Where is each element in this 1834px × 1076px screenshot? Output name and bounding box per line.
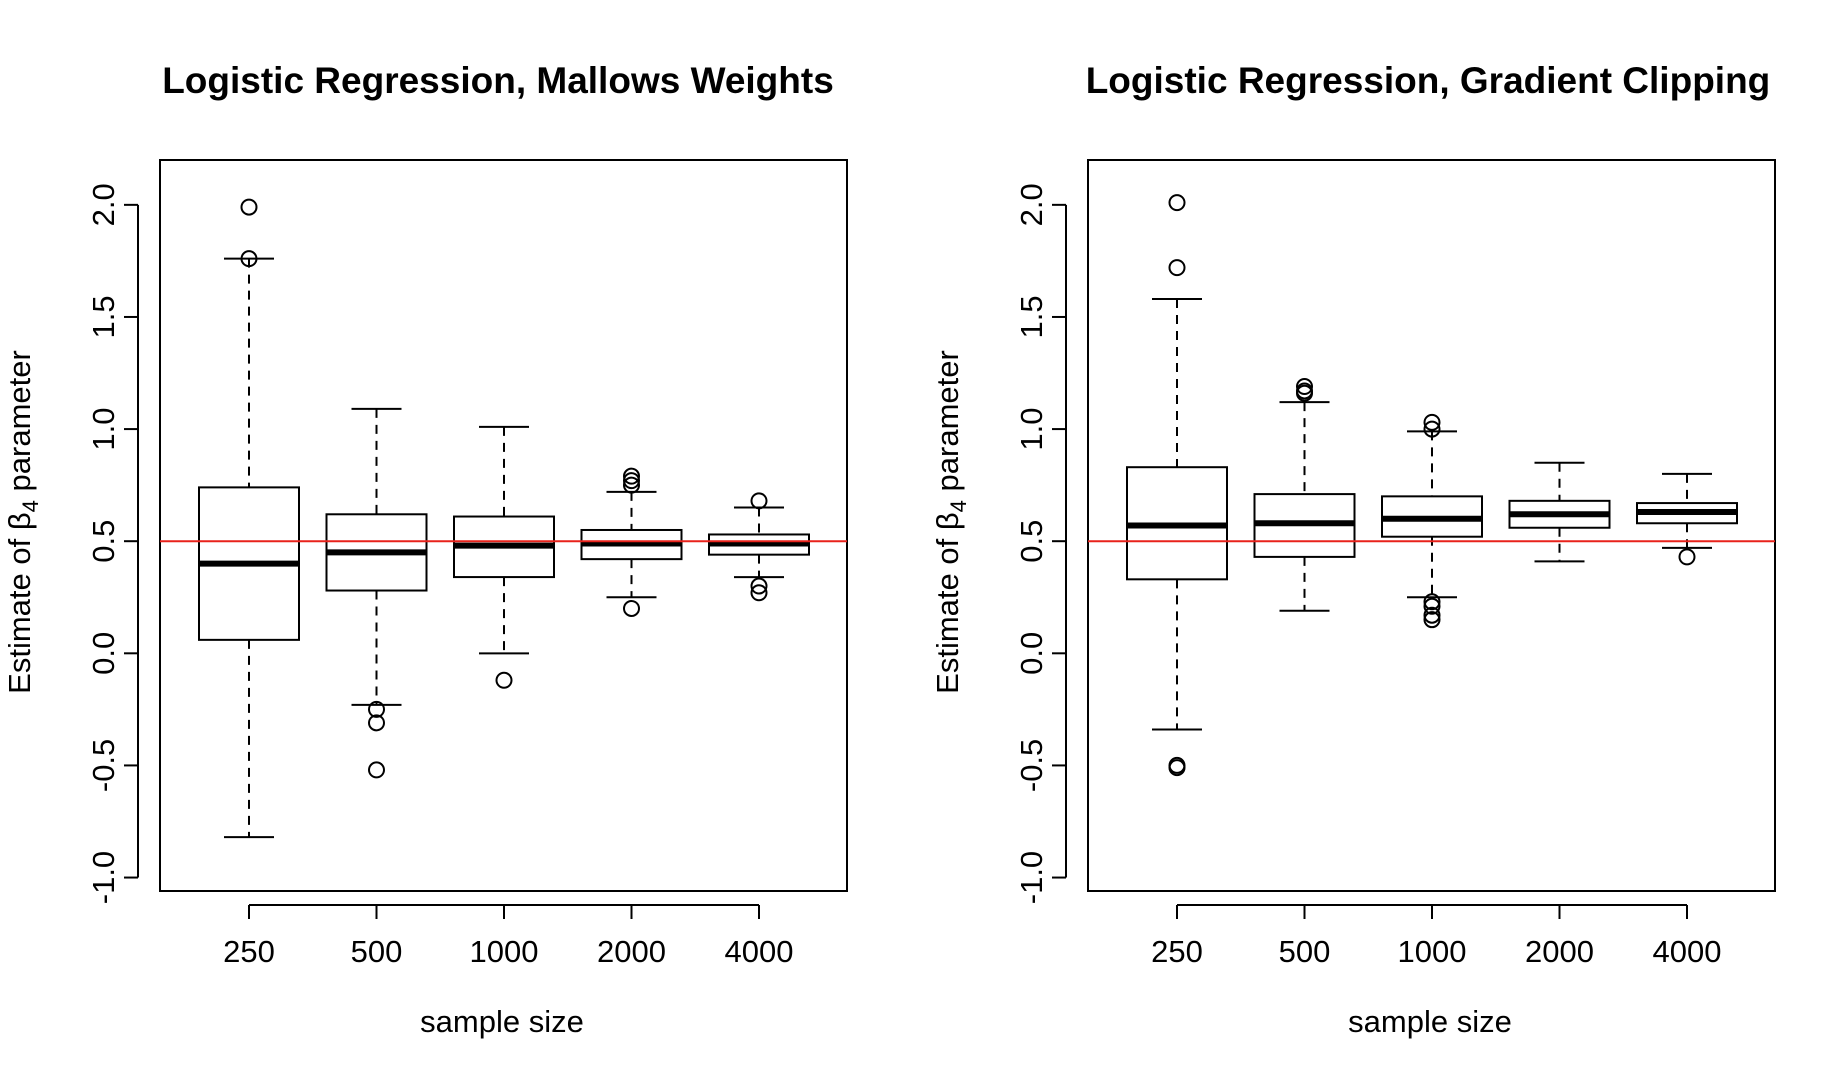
left-chart-box-4000 [708, 492, 810, 602]
outlier-point [1296, 384, 1313, 402]
right-chart-box-2000 [1508, 461, 1611, 563]
right-chart-panel: Logistic Regression, Gradient Clipping s… [930, 60, 1776, 1039]
left-chart-x-tick-label: 250 [223, 934, 275, 969]
right-chart-y-tick-label: 1.5 [1014, 295, 1049, 338]
left-chart-y-tick-label: 1.0 [86, 408, 121, 451]
outlier-point [368, 761, 385, 779]
left-chart-plot-area: -1.0 -0.5 0.0 0.5 1.0 1.5 2.0 250 500 1000 2000 400… [86, 159, 848, 969]
outlier-point [623, 599, 640, 617]
outlier-point [240, 250, 258, 268]
right-chart-x-tick-label: 1000 [1398, 934, 1467, 969]
right-chart-y-tick-label: 1.0 [1014, 408, 1049, 451]
outlier-point [750, 584, 768, 602]
right-chart-y-tick-label: 0.5 [1014, 520, 1049, 563]
left-chart-y-tick-label: 1.5 [86, 295, 121, 338]
outlier-point [1168, 259, 1186, 277]
outlier-point [1168, 194, 1186, 212]
outlier-point [1423, 597, 1441, 615]
left-chart-y-tick-label: -0.5 [86, 739, 121, 792]
right-chart-x-tick-label: 4000 [1653, 934, 1722, 969]
right-chart-box-4000 [1636, 472, 1738, 566]
left-chart-plot-frame [159, 159, 848, 892]
left-chart-x-tick-label: 1000 [470, 934, 539, 969]
left-chart-x-tick-label: 2000 [597, 934, 666, 969]
left-chart-y-tick-label: -1.0 [86, 851, 121, 904]
right-chart-y-tick-label: 0.0 [1014, 632, 1049, 675]
outlier-point [1423, 420, 1441, 438]
outlier-point [368, 714, 385, 732]
right-chart-x-tick-label: 500 [1279, 934, 1331, 969]
outlier-point [750, 492, 768, 510]
left-chart-box-1000 [453, 425, 555, 689]
right-chart-plot-area: -1.0 -0.5 0.0 0.5 1.0 1.5 2.0 250 500 1000 2000 400… [1014, 159, 1776, 969]
left-chart-x-tick-label: 4000 [725, 934, 794, 969]
outlier-point [1423, 606, 1441, 624]
right-chart-y-tick-label: 2.0 [1014, 183, 1049, 226]
outlier-point [1678, 548, 1696, 566]
right-chart-x-tick-label: 250 [1151, 934, 1203, 969]
outlier-point [1423, 611, 1441, 629]
right-chart-y-tick-label: -1.0 [1014, 851, 1049, 904]
left-chart-x-tick-label: 500 [351, 934, 403, 969]
right-chart-box-250 [1126, 194, 1228, 777]
left-chart-y-axis-label: Estimate of β4 parameter [2, 350, 43, 694]
left-chart-x-axis-label: sample size [420, 1004, 584, 1039]
right-chart-title: Logistic Regression, Gradient Clipping [1086, 60, 1771, 101]
outlier-point [623, 472, 640, 490]
outlier-point [495, 671, 513, 689]
outlier-point [1168, 759, 1186, 777]
right-chart-y-axis-label: Estimate of β4 parameter [930, 350, 971, 694]
right-chart-box-500 [1253, 377, 1356, 612]
right-chart-plot-frame [1087, 159, 1776, 892]
left-chart-box-2000 [580, 467, 683, 617]
outlier-point [623, 467, 640, 485]
outlier-point [750, 577, 768, 595]
outlier-point [240, 198, 258, 216]
right-chart-x-axis-label: sample size [1348, 1004, 1512, 1039]
left-chart-y-tick-label: 0.0 [86, 632, 121, 675]
right-chart-x-tick-label: 2000 [1525, 934, 1594, 969]
outlier-point [368, 700, 385, 718]
left-chart-box-500 [325, 407, 428, 779]
outlier-point [1296, 377, 1313, 395]
left-chart-title: Logistic Regression, Mallows Weights [162, 60, 834, 101]
outlier-point [623, 476, 640, 494]
left-chart-panel: Logistic Regression, Mallows Weights sam… [2, 60, 848, 1039]
left-chart-y-tick-label: 0.5 [86, 520, 121, 563]
outlier-point [1423, 413, 1441, 431]
right-chart-box-1000 [1381, 413, 1483, 629]
left-chart-y-tick-label: 2.0 [86, 183, 121, 226]
right-chart-y-tick-label: -0.5 [1014, 739, 1049, 792]
outlier-point [1423, 593, 1441, 611]
left-chart-box-250 [198, 198, 300, 839]
